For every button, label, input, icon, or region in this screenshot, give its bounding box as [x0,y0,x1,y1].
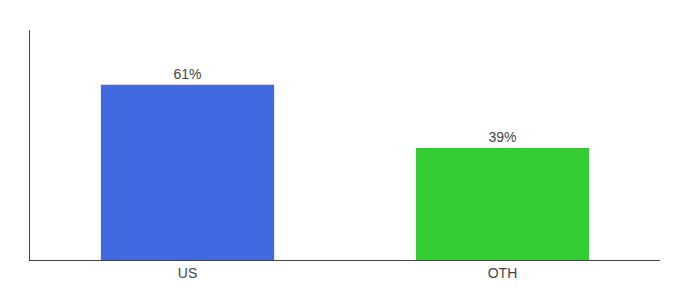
svg-text:39%: 39% [488,129,516,145]
svg-text:US: US [178,265,197,281]
svg-text:61%: 61% [173,66,201,82]
svg-text:OTH: OTH [488,265,518,281]
